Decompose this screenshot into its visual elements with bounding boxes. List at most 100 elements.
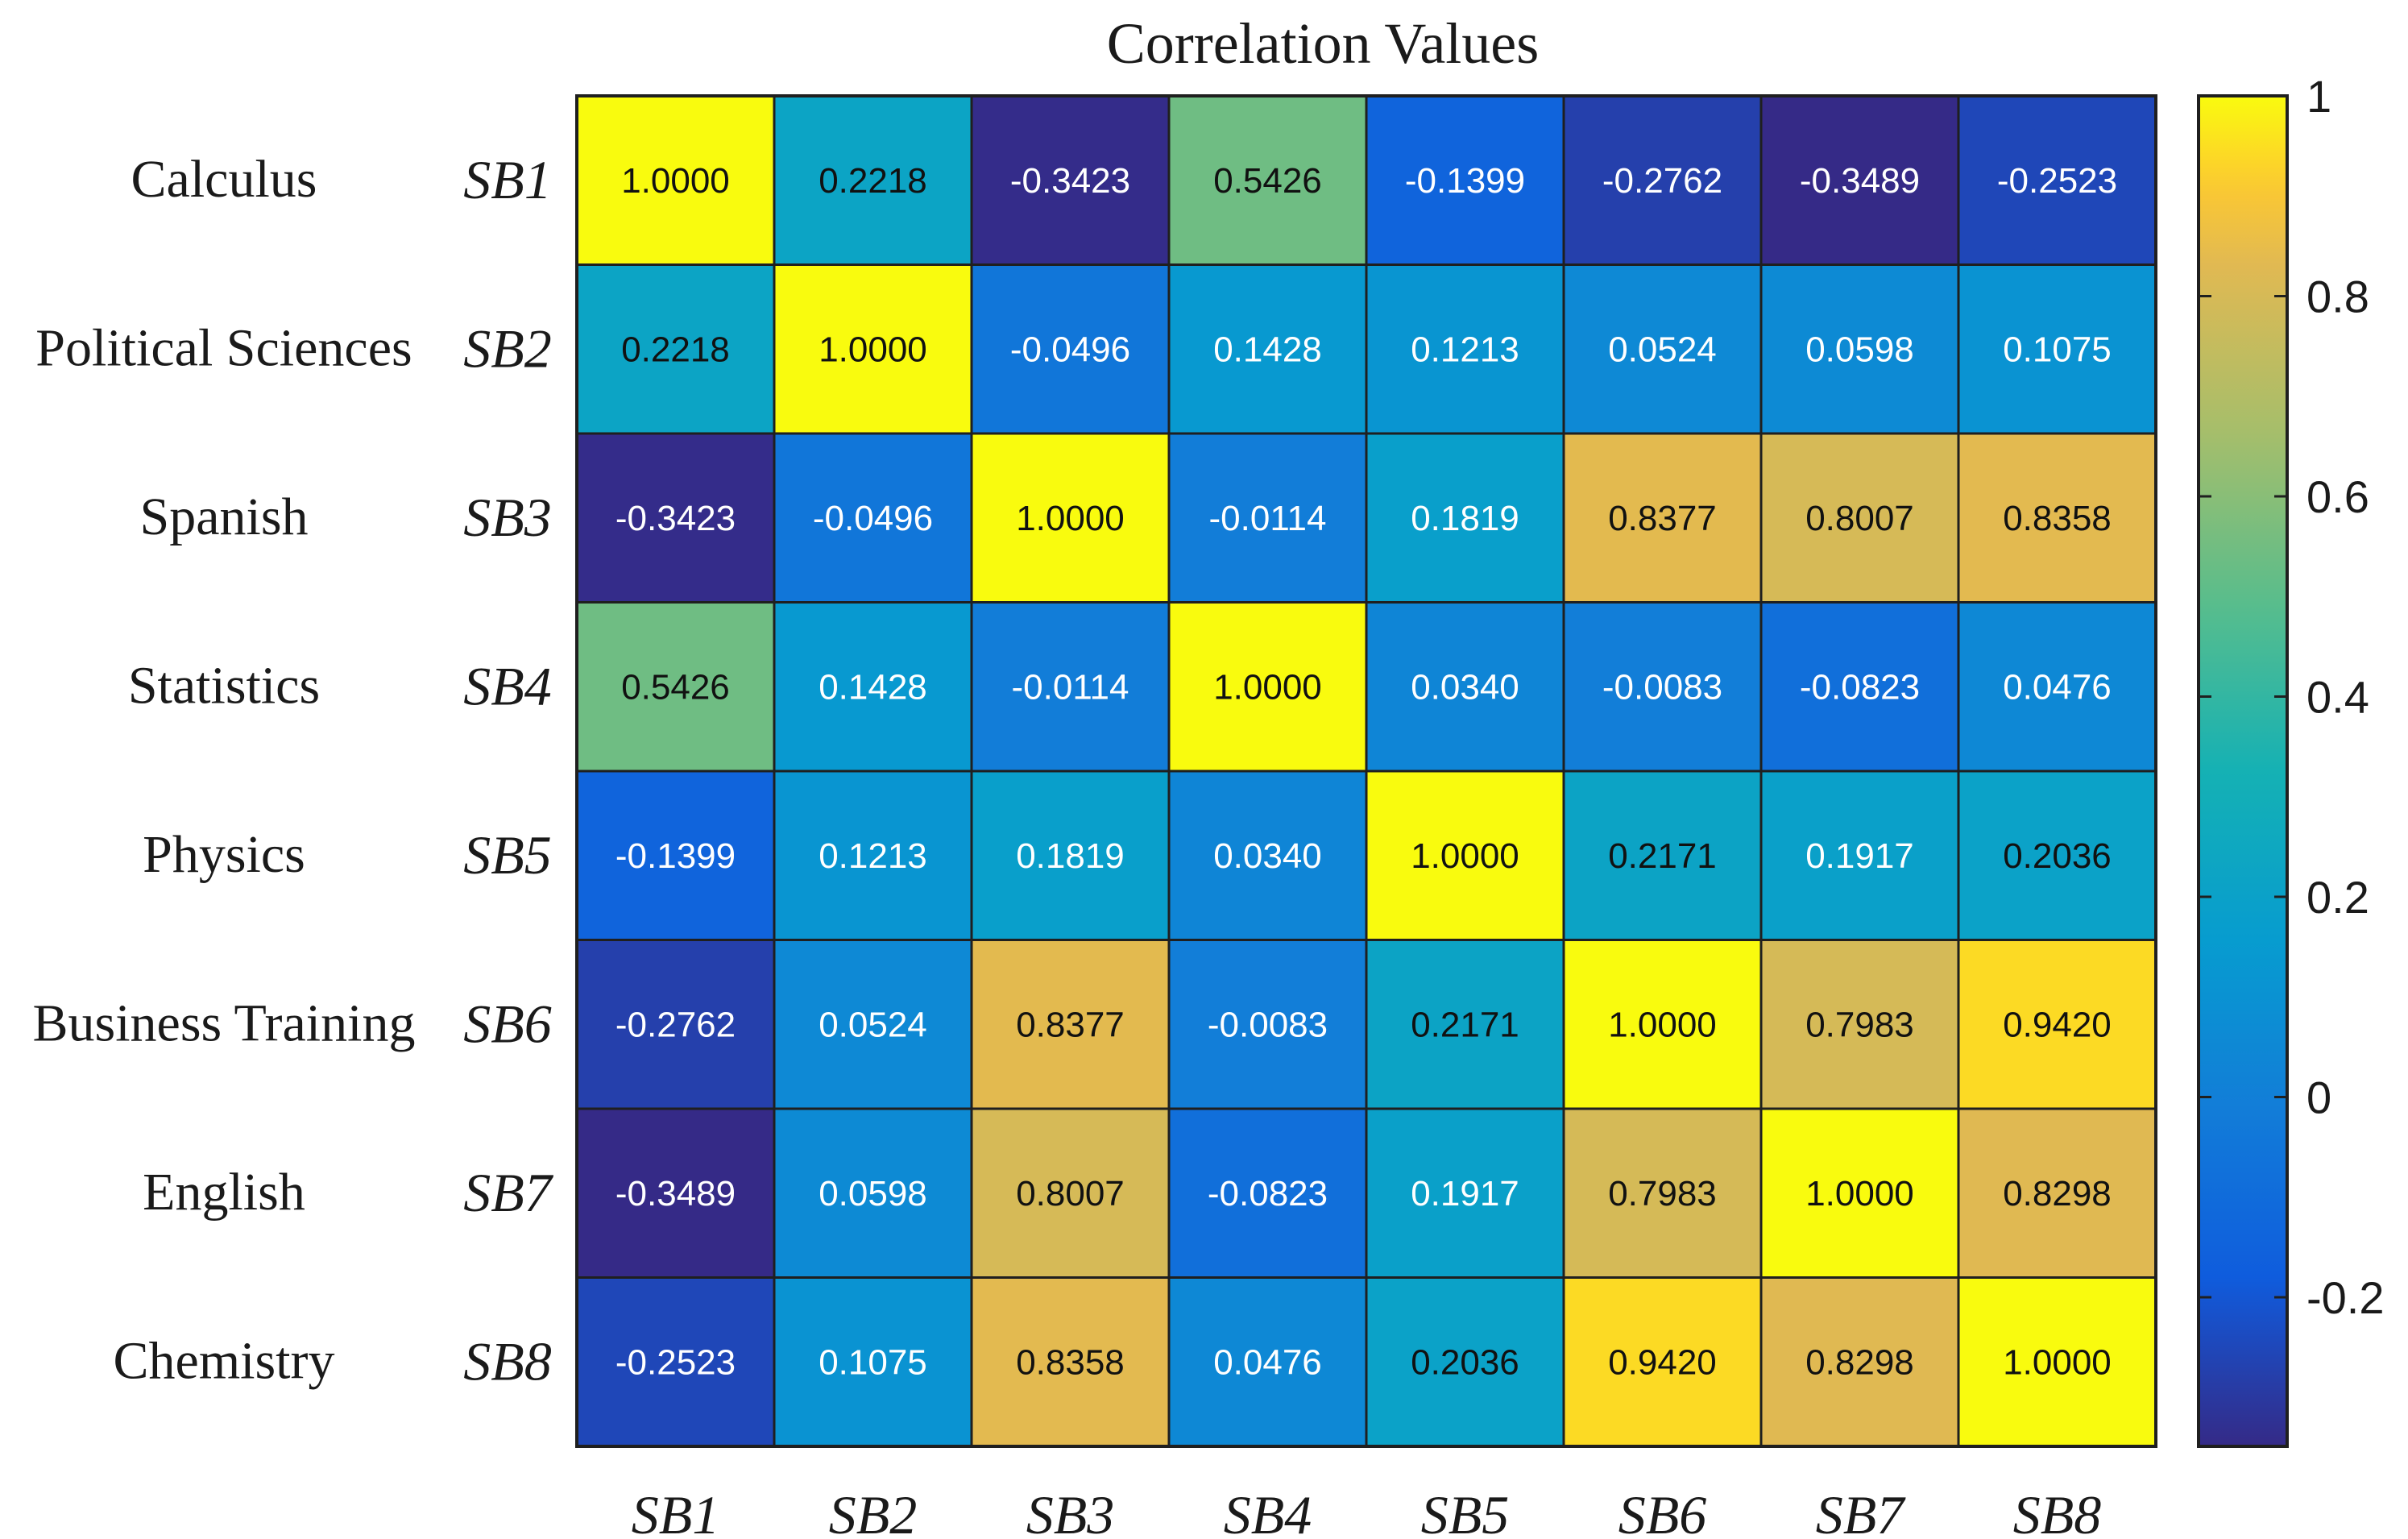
- row-code-label: SB3: [463, 487, 552, 548]
- cell-value-label: 0.0476: [1213, 1342, 1322, 1382]
- row-code-label: SB2: [463, 317, 552, 379]
- heatmap-cell: [1167, 432, 1368, 604]
- cell-value-label: -0.0823: [1800, 667, 1920, 707]
- cell-value-label: 0.0524: [1608, 330, 1717, 369]
- heatmap-cell: [1759, 1107, 1960, 1279]
- cell-value-label: 0.9420: [2003, 1005, 2112, 1044]
- row-name-label: English: [143, 1163, 305, 1222]
- colorbar-tick-label: 0.4: [2306, 671, 2369, 722]
- colorbar-tick-label: -0.2: [2306, 1272, 2385, 1323]
- cell-value-label: 0.8007: [1016, 1174, 1125, 1213]
- cell-value-label: 0.5426: [621, 667, 730, 707]
- heatmap-cell: [1562, 94, 1763, 266]
- column-code-label: SB6: [1618, 1484, 1707, 1539]
- cell-value-label: 0.1428: [1213, 330, 1322, 369]
- heatmap-cell: [970, 770, 1171, 941]
- cell-value-label: 1.0000: [1411, 836, 1519, 876]
- heatmap-cell: [1562, 939, 1763, 1110]
- cell-value-label: 0.2218: [819, 161, 927, 201]
- cell-value-label: 1.0000: [1213, 667, 1322, 707]
- cell-value-label: -0.3423: [615, 499, 736, 538]
- column-code-label: SB2: [829, 1484, 918, 1539]
- cell-value-label: 1.0000: [1608, 1005, 1717, 1044]
- heatmap-cell: [773, 94, 973, 266]
- cell-value-label: 0.2036: [1411, 1342, 1519, 1382]
- cell-value-label: 1.0000: [1805, 1174, 1914, 1213]
- cell-value-label: 0.2171: [1608, 836, 1717, 876]
- cell-value-label: 0.1213: [1411, 330, 1519, 369]
- cell-value-label: 0.0598: [819, 1174, 927, 1213]
- cell-value-label: -0.3423: [1010, 161, 1130, 201]
- cell-value-label: -0.0083: [1208, 1005, 1328, 1044]
- cell-value-label: -0.2762: [1602, 161, 1722, 201]
- row-name-label: Statistics: [128, 656, 320, 715]
- heatmap-cell: [575, 94, 776, 266]
- heatmap-cell: [1167, 263, 1368, 435]
- cell-value-label: 1.0000: [819, 330, 927, 369]
- cell-value-label: -0.3489: [1800, 161, 1920, 201]
- heatmap-cell: [575, 601, 776, 773]
- heatmap-cells: 1.0000 0.2218 -0.3423 0.5426 -0.1399 -0.2762 -…: [575, 94, 2157, 1448]
- cell-value-label: 1.0000: [621, 161, 730, 201]
- row-names: Calculus Political Sciences Spanish Statist…: [33, 150, 416, 1391]
- column-code-label: SB3: [1026, 1484, 1115, 1539]
- cell-value-label: 0.7983: [1608, 1174, 1717, 1213]
- heatmap-cell: [1957, 939, 2157, 1110]
- heatmap-cell: [1167, 94, 1368, 266]
- cell-value-label: 1.0000: [2003, 1342, 2112, 1382]
- cell-value-label: 0.1213: [819, 836, 927, 876]
- cell-value-label: -0.0823: [1208, 1174, 1328, 1213]
- cell-value-label: 0.8298: [2003, 1174, 2112, 1213]
- heatmap-cell: [970, 1107, 1171, 1279]
- heatmap-cell: [1759, 939, 1960, 1110]
- colorbar-tick-label: 0.6: [2306, 471, 2369, 522]
- column-labels: SB1 SB2 SB3 SB4 SB5 SB6 SB7 SB8: [632, 1484, 2102, 1539]
- cell-value-label: 0.1917: [1805, 836, 1914, 876]
- heatmap-cell: [1562, 263, 1763, 435]
- heatmap-cell: [1562, 770, 1763, 941]
- heatmap-cell: [970, 939, 1171, 1110]
- heatmap-cell: [1365, 601, 1565, 773]
- heatmap-cell: [1365, 1107, 1565, 1279]
- row-code-label: SB5: [463, 824, 552, 886]
- heatmap-cell: [1562, 1107, 1763, 1279]
- column-code-label: SB5: [1421, 1484, 1510, 1539]
- heatmap-cell: [1957, 1276, 2157, 1448]
- cell-value-label: 0.7983: [1805, 1005, 1914, 1044]
- heatmap-cell: [1365, 939, 1565, 1110]
- row-labels: SB1 SB2 SB3 SB4 SB5 SB6 SB7 SB8: [463, 149, 554, 1392]
- cell-value-label: 0.8377: [1608, 499, 1717, 538]
- cell-value-label: -0.1399: [615, 836, 736, 876]
- row-name-label: Chemistry: [114, 1331, 335, 1390]
- cell-value-label: 0.2036: [2003, 836, 2112, 876]
- heatmap-cell: [1759, 432, 1960, 604]
- cell-value-label: 0.5426: [1213, 161, 1322, 201]
- cell-value-label: 0.0598: [1805, 330, 1914, 369]
- heatmap-cell: [1365, 432, 1565, 604]
- cell-value-label: -0.2762: [615, 1005, 736, 1044]
- heatmap-cell: [773, 432, 973, 604]
- cell-value-label: -0.0083: [1602, 667, 1722, 707]
- heatmap-cell: [970, 601, 1171, 773]
- row-code-label: SB7: [463, 1162, 554, 1223]
- heatmap-cell: [1562, 432, 1763, 604]
- cell-value-label: -0.1399: [1405, 161, 1525, 201]
- colorbar-tick-label: 0.2: [2306, 872, 2369, 923]
- cell-value-label: -0.0496: [1010, 330, 1130, 369]
- cell-value-label: 0.1075: [819, 1342, 927, 1382]
- cell-value-label: -0.3489: [615, 1174, 736, 1213]
- row-name-label: Spanish: [139, 487, 308, 546]
- cell-value-label: -0.2523: [615, 1342, 736, 1382]
- heatmap-cell: [1957, 263, 2157, 435]
- colorbar-tick-label: 1: [2306, 71, 2331, 122]
- cell-value-label: 1.0000: [1016, 499, 1125, 538]
- cell-value-label: 0.9420: [1608, 1342, 1717, 1382]
- colorbar-tick-label: 0: [2306, 1072, 2331, 1122]
- chart-title: Correlation Values: [1107, 11, 1540, 76]
- cell-value-label: -0.0114: [1209, 499, 1327, 538]
- heatmap-cell: [1957, 770, 2157, 941]
- row-name-label: Calculus: [131, 150, 317, 209]
- heatmap-cell: [1167, 601, 1368, 773]
- cell-value-label: 0.0340: [1411, 667, 1519, 707]
